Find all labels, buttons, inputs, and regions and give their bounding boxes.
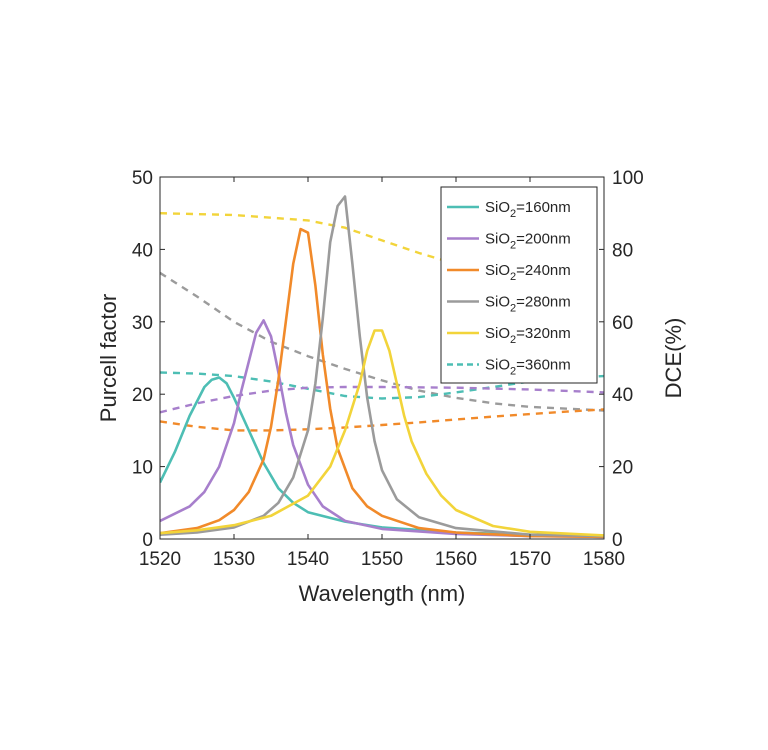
y-tick-label-left: 0 — [142, 530, 153, 551]
legend-label: SiO2=320nm — [485, 325, 571, 346]
x-tick-label: 1540 — [287, 549, 329, 570]
legend-entry: SiO2=280nm — [447, 294, 571, 315]
y-tick-label-left: 40 — [132, 240, 153, 261]
legend-label: SiO2=360nm — [485, 357, 571, 378]
legend-label: SiO2=240nm — [485, 262, 571, 283]
x-tick-label: 1520 — [139, 549, 181, 570]
purcell-series-line-3 — [160, 227, 604, 539]
legend-entry: SiO2=200nm — [447, 231, 571, 252]
x-tick-label: 1560 — [435, 549, 477, 570]
y-tick-label-right: 40 — [612, 385, 633, 406]
x-tick-label: 1580 — [583, 549, 625, 570]
y-tick-label-right: 80 — [612, 240, 633, 261]
y-tick-label-right: 100 — [612, 168, 644, 189]
legend-entry: SiO2=320nm — [447, 325, 571, 346]
axes: 1520 1530 1540 1550 1560 1570 1580010203040500… — [132, 168, 644, 570]
legend-label: SiO2=200nm — [485, 231, 571, 252]
dce-series-line-4 — [160, 385, 604, 414]
legend-label: SiO2=160nm — [485, 199, 571, 220]
legend: SiO2=160nm SiO2=200nm SiO2=240nm SiO2=280nm… — [440, 186, 598, 384]
legend-entry: SiO2=240nm — [447, 262, 571, 283]
legend-entry: SiO2=360nm — [447, 357, 571, 378]
x-tick-label: 1530 — [213, 549, 255, 570]
series-lines — [160, 195, 604, 539]
y-axis-label-left: Purcell factor — [96, 294, 121, 422]
y-tick-label-left: 50 — [132, 168, 153, 189]
purcell-series-line-1 — [160, 376, 604, 538]
legend-label: SiO2=280nm — [485, 294, 571, 315]
dce-series-line-2 — [160, 271, 604, 412]
purcell-series-line-2 — [160, 319, 604, 539]
y-axis-label-right: DCE(%) — [661, 318, 686, 399]
y-tick-label-right: 60 — [612, 313, 633, 334]
x-tick-label: 1570 — [509, 549, 551, 570]
purcell-series-line-5 — [160, 329, 604, 537]
y-tick-label-right: 20 — [612, 458, 633, 479]
purcell-series-line-4 — [160, 195, 604, 538]
y-tick-label-left: 30 — [132, 313, 153, 334]
legend-entry: SiO2=160nm — [447, 199, 571, 220]
x-axis-label: Wavelength (nm) — [299, 581, 466, 606]
dce-series-line-3 — [160, 371, 604, 400]
dce-series-line-5 — [160, 408, 604, 432]
y-tick-label-right: 0 — [612, 530, 623, 551]
dce-series-line-1 — [160, 212, 457, 266]
y-tick-label-left: 20 — [132, 385, 153, 406]
x-tick-label: 1550 — [361, 549, 403, 570]
legend-box — [440, 186, 598, 384]
y-tick-label-left: 10 — [132, 458, 153, 479]
